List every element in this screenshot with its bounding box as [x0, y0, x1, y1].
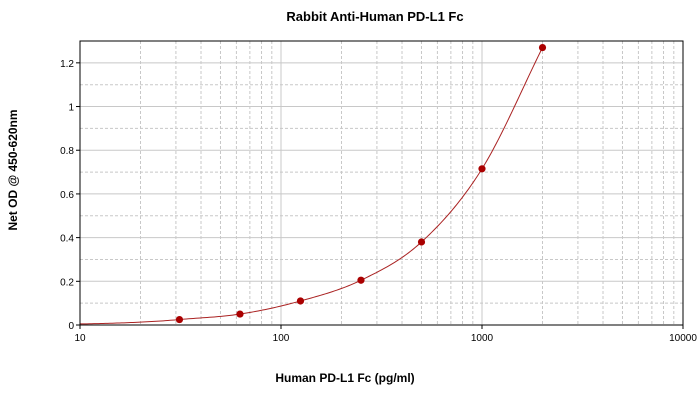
- y-tick-label: 0.2: [60, 277, 74, 288]
- y-axis-label: Net OD @ 450-620nm: [6, 109, 20, 230]
- chart-title: Rabbit Anti-Human PD-L1 Fc: [286, 9, 463, 24]
- y-tick-label: 0.4: [60, 234, 74, 245]
- x-tick-label: 10: [74, 333, 86, 344]
- y-tick-label: 0.6: [60, 190, 74, 201]
- x-tick-label: 100: [273, 333, 290, 344]
- y-tick-label: 1: [68, 103, 74, 114]
- data-point: [538, 43, 547, 52]
- data-point: [478, 165, 486, 173]
- data-point: [417, 238, 426, 246]
- fit-curve: [79, 47, 543, 325]
- x-axis-label: Human PD-L1 Fc (pg/ml): [275, 371, 414, 385]
- plot-area-frame: [79, 40, 684, 326]
- y-tick-label: 1.2: [60, 59, 74, 70]
- y-tick-label: 0.8: [60, 146, 74, 157]
- x-axis-ticks: 10 100 1000 10000: [74, 325, 697, 344]
- y-axis-ticks: 0 0.2 0.4 0.6 0.8 1 1.2: [60, 59, 80, 332]
- x-tick-label: 10000: [669, 333, 697, 344]
- data-point: [357, 276, 365, 284]
- data-point: [296, 297, 305, 305]
- x-tick-label: 1000: [471, 333, 494, 344]
- fit-curve-line: [79, 47, 543, 325]
- data-points: [175, 43, 547, 324]
- grid-lines: [79, 40, 684, 325]
- data-point: [175, 315, 184, 324]
- y-tick-label: 0: [68, 321, 74, 332]
- data-point: [236, 310, 244, 318]
